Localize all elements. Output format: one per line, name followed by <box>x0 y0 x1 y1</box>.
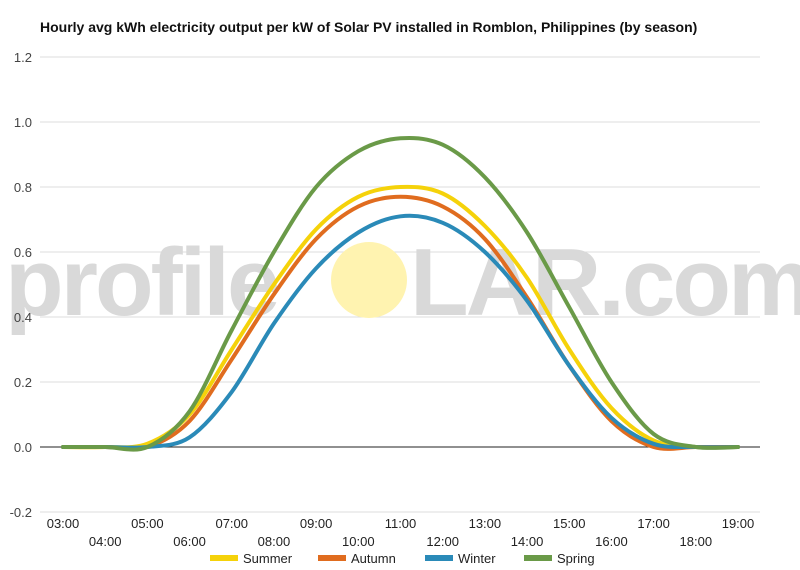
x-tick-label: 04:00 <box>89 534 122 549</box>
series-line-autumn <box>61 194 740 451</box>
y-tick-label: 1.2 <box>14 50 32 65</box>
x-tick-label: 11:00 <box>385 516 417 531</box>
legend-label: Winter <box>458 551 496 566</box>
legend[interactable]: Summer Autumn Winter Spring <box>210 551 595 566</box>
x-tick-label: 07:00 <box>215 516 248 531</box>
y-tick-label: -0.2 <box>10 505 32 520</box>
legend-swatch <box>425 555 453 561</box>
legend-label: Summer <box>243 551 293 566</box>
watermark: profile LAR.com <box>5 229 800 336</box>
x-tick-label: 09:00 <box>300 516 333 531</box>
series-lines <box>61 135 740 452</box>
legend-item-spring[interactable]: Spring <box>524 551 595 566</box>
x-axis-ticks: 03:00 04:00 05:00 06:00 07:00 08:00 09:00 10:00… <box>47 516 755 549</box>
legend-item-autumn[interactable]: Autumn <box>318 551 396 566</box>
legend-label: Autumn <box>351 551 396 566</box>
x-tick-label: 10:00 <box>342 534 375 549</box>
watermark-sun <box>331 242 407 318</box>
grid-lines <box>40 56 760 513</box>
legend-swatch <box>210 555 238 561</box>
x-tick-label: 08:00 <box>258 534 291 549</box>
y-tick-label: 1.0 <box>14 115 32 130</box>
y-tick-label: 0.0 <box>14 440 32 455</box>
x-tick-label: 18:00 <box>680 534 713 549</box>
legend-label: Spring <box>557 551 595 566</box>
legend-swatch <box>524 555 552 561</box>
y-tick-label: 0.2 <box>14 375 32 390</box>
watermark-text-right: LAR.com <box>410 229 800 336</box>
y-axis-ticks: -0.2 0.0 0.2 0.4 0.6 0.8 1.0 1.2 <box>10 50 32 520</box>
x-tick-label: 15:00 <box>553 516 586 531</box>
chart-title: Hourly avg kWh electricity output per kW… <box>40 19 698 35</box>
legend-item-summer[interactable]: Summer <box>210 551 293 566</box>
legend-item-winter[interactable]: Winter <box>425 551 496 566</box>
watermark-text-left: profile <box>5 229 278 336</box>
x-tick-label: 14:00 <box>511 534 544 549</box>
legend-swatch <box>318 555 346 561</box>
x-tick-label: 05:00 <box>131 516 164 531</box>
x-tick-label: 16:00 <box>595 534 628 549</box>
series-line-winter <box>61 213 740 450</box>
x-tick-label: 06:00 <box>173 534 206 549</box>
x-tick-label: 19:00 <box>722 516 755 531</box>
y-tick-label: 0.4 <box>14 310 32 325</box>
y-tick-label: 0.6 <box>14 245 32 260</box>
series-line-spring <box>61 135 740 452</box>
x-tick-label: 13:00 <box>469 516 502 531</box>
x-tick-label: 17:00 <box>637 516 670 531</box>
x-tick-label: 03:00 <box>47 516 80 531</box>
x-tick-label: 12:00 <box>426 534 459 549</box>
y-tick-label: 0.8 <box>14 180 32 195</box>
